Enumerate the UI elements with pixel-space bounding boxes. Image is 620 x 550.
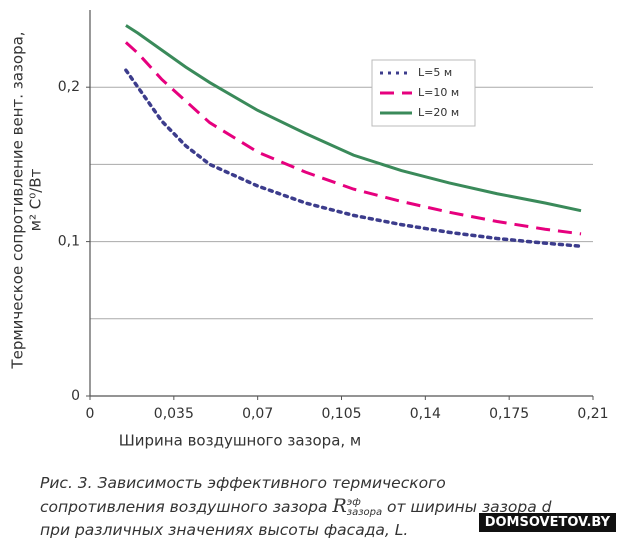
line-series bbox=[125, 24, 582, 213]
caption-line: Рис. 3. Зависимость эффективного термиче… bbox=[40, 474, 446, 492]
symbol: R bbox=[332, 495, 347, 517]
sup: эф bbox=[346, 496, 361, 508]
watermark: DOMSOVETOV.BY bbox=[478, 513, 616, 532]
legend-label: L=5 м bbox=[418, 66, 452, 79]
y-tick-label: 0,1 bbox=[58, 234, 80, 250]
x-tick-label: 0,175 bbox=[489, 406, 529, 422]
y-axis-label: Термическое сопротивление вент. зазора, bbox=[9, 31, 27, 369]
chart: 0 0,1 0,2 0 0,035 0,07 0,105 0,14 0,175 0,21 Ширин… bbox=[9, 10, 609, 450]
line-series bbox=[124, 68, 583, 248]
x-tick-label: 0 bbox=[86, 406, 95, 422]
caption-line: при различных значениях высоты фасада, L… bbox=[40, 521, 409, 539]
x-tick-label: 0,105 bbox=[321, 406, 361, 422]
x-axis-label: Ширина воздушного зазора, м bbox=[119, 432, 362, 450]
sub: зазора bbox=[346, 506, 383, 518]
line-series bbox=[124, 41, 582, 236]
x-tick-label: 0,035 bbox=[154, 406, 194, 422]
y-axis-label: м² С⁰/Вт bbox=[27, 168, 45, 231]
x-tick-label: 0,21 bbox=[577, 406, 608, 422]
y-tick-label: 0 bbox=[71, 388, 80, 404]
caption: Рис. 3. Зависимость эффективного термиче… bbox=[40, 472, 552, 542]
x-tick-label: 0,14 bbox=[410, 406, 441, 422]
legend-label: L=10 м bbox=[418, 86, 459, 99]
legend-label: L=20 м bbox=[418, 106, 459, 119]
caption-text: от ширины зазора d bbox=[382, 498, 552, 516]
caption-text: сопротивления воздушного зазора bbox=[40, 498, 333, 516]
y-tick-label: 0,2 bbox=[58, 79, 80, 95]
x-tick-label: 0,07 bbox=[242, 406, 273, 422]
